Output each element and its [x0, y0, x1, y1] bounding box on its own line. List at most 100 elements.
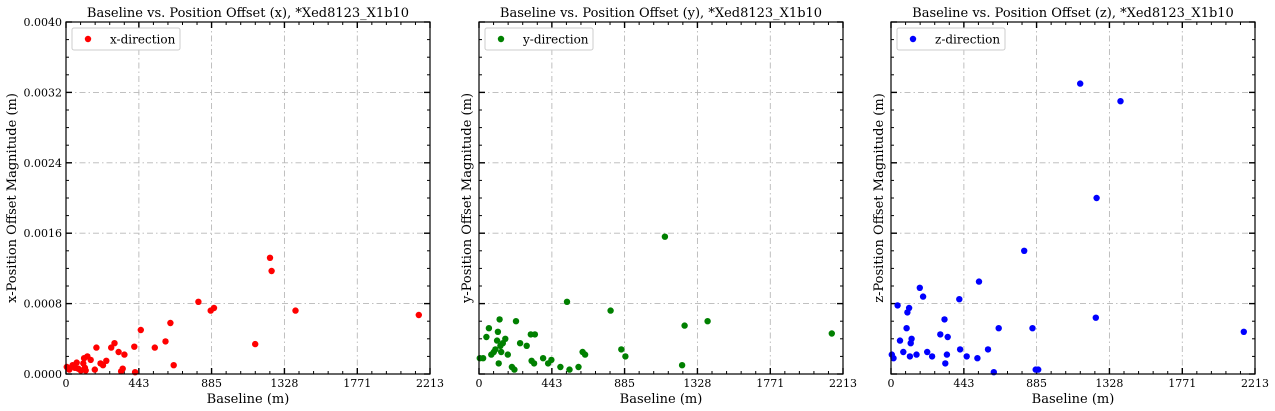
legend: z-direction — [896, 27, 1006, 51]
data-point — [900, 348, 907, 356]
legend-box — [71, 27, 181, 51]
data-point — [941, 316, 948, 323]
data-point — [924, 348, 931, 356]
chart-panel-1: 0 443 885 1328 1771 2213 0.0000 0.0008 0.0016 0.0… — [5, 6, 444, 407]
data-point — [607, 307, 614, 314]
x-tick-label: 1771 — [1168, 377, 1196, 390]
x-tick-label: 2213 — [829, 377, 857, 390]
data-point — [210, 304, 218, 312]
chart-title: Baseline vs. Position Offset (y), *Xed81… — [500, 6, 822, 21]
data-point — [963, 353, 970, 360]
y-axis-label: x-Position Offset Magnitude (m) — [5, 93, 20, 303]
data-point — [906, 353, 914, 360]
data-point — [563, 298, 571, 305]
data-point — [828, 330, 835, 337]
data-point — [956, 346, 964, 353]
data-point — [1240, 328, 1248, 335]
y-axis-label: y-Position Offset Magnitude (m) — [460, 93, 475, 304]
data-point — [916, 284, 923, 291]
data-point — [530, 360, 538, 367]
x-tick-label: 885 — [614, 377, 635, 390]
x-tick-label: 1771 — [343, 377, 371, 390]
legend-box — [484, 27, 594, 51]
data-point — [937, 331, 944, 338]
x-tick-label: 0 — [888, 377, 895, 390]
data-point — [1093, 194, 1100, 202]
data-point — [678, 362, 686, 369]
x-tick-label: 1328 — [1095, 377, 1123, 390]
data-point — [137, 326, 144, 334]
x-tick-label: 885 — [1026, 377, 1047, 390]
plot-frame — [478, 21, 844, 375]
data-point — [539, 355, 547, 362]
data-point — [292, 307, 299, 314]
x-tick-label: 0 — [63, 377, 70, 390]
data-point — [896, 337, 904, 344]
data-point — [131, 343, 138, 350]
data-point — [91, 366, 99, 373]
data-point — [974, 355, 981, 362]
data-point — [511, 366, 518, 373]
y-tick-label: 0.0040 — [24, 16, 63, 29]
data-point — [195, 298, 202, 305]
data-point — [504, 351, 511, 358]
data-point — [903, 325, 910, 332]
data-point — [103, 357, 110, 364]
x-tick-label: 2213 — [1241, 377, 1269, 390]
data-point — [162, 338, 169, 345]
legend-marker — [84, 35, 92, 43]
data-point — [704, 318, 711, 325]
data-point — [485, 325, 493, 332]
data-point — [1117, 98, 1124, 105]
data-point — [919, 293, 927, 300]
y-tick-label: 0.0032 — [24, 86, 63, 99]
data-point — [99, 362, 107, 369]
data-point — [995, 325, 1002, 332]
data-point — [415, 311, 422, 319]
data-point — [66, 366, 73, 373]
data-point — [268, 267, 275, 275]
data-point — [942, 360, 949, 367]
x-axis-label: Baseline (m) — [1032, 392, 1115, 407]
data-point — [516, 340, 524, 347]
x-tick-label: 443 — [541, 377, 562, 390]
legend-marker — [497, 35, 505, 43]
x-tick-label: 0 — [476, 377, 483, 390]
data-point — [681, 322, 688, 329]
data-point — [575, 363, 582, 371]
data-point — [496, 316, 503, 323]
x-tick-label: 1771 — [756, 377, 784, 390]
y-axis-label: z-Position Offset Magnitude (m) — [872, 93, 887, 303]
data-point — [531, 331, 539, 338]
data-point — [108, 344, 115, 351]
legend: y-direction — [484, 27, 594, 51]
data-point — [956, 296, 963, 303]
legend: x-direction — [71, 27, 181, 51]
x-tick-label: 2213 — [416, 377, 444, 390]
data-point — [252, 340, 259, 348]
data-point — [492, 346, 499, 353]
data-point — [111, 340, 118, 347]
data-point — [495, 360, 502, 367]
x-axis-label: Baseline (m) — [620, 392, 703, 407]
data-point — [1077, 80, 1084, 87]
legend-marker — [909, 35, 917, 43]
plot-frame — [65, 21, 431, 375]
data-point — [115, 348, 122, 356]
x-tick-label: 1328 — [270, 377, 298, 390]
x-tick-label: 443 — [128, 377, 149, 390]
chart-panel-3: 0 443 885 1328 1771 2213 Baseline vs. Position… — [872, 6, 1269, 407]
data-point — [928, 353, 936, 360]
data-point — [557, 363, 564, 371]
data-point — [913, 351, 920, 358]
y-tick-label: 0.0000 — [24, 368, 63, 381]
x-tick-label: 1328 — [683, 377, 711, 390]
legend-label: y-direction — [522, 33, 589, 47]
plot-frame — [890, 21, 1256, 375]
data-point — [170, 362, 177, 369]
data-point — [548, 356, 555, 364]
data-point — [975, 278, 983, 285]
data-point — [479, 355, 487, 362]
x-axis-label: Baseline (m) — [207, 392, 290, 407]
